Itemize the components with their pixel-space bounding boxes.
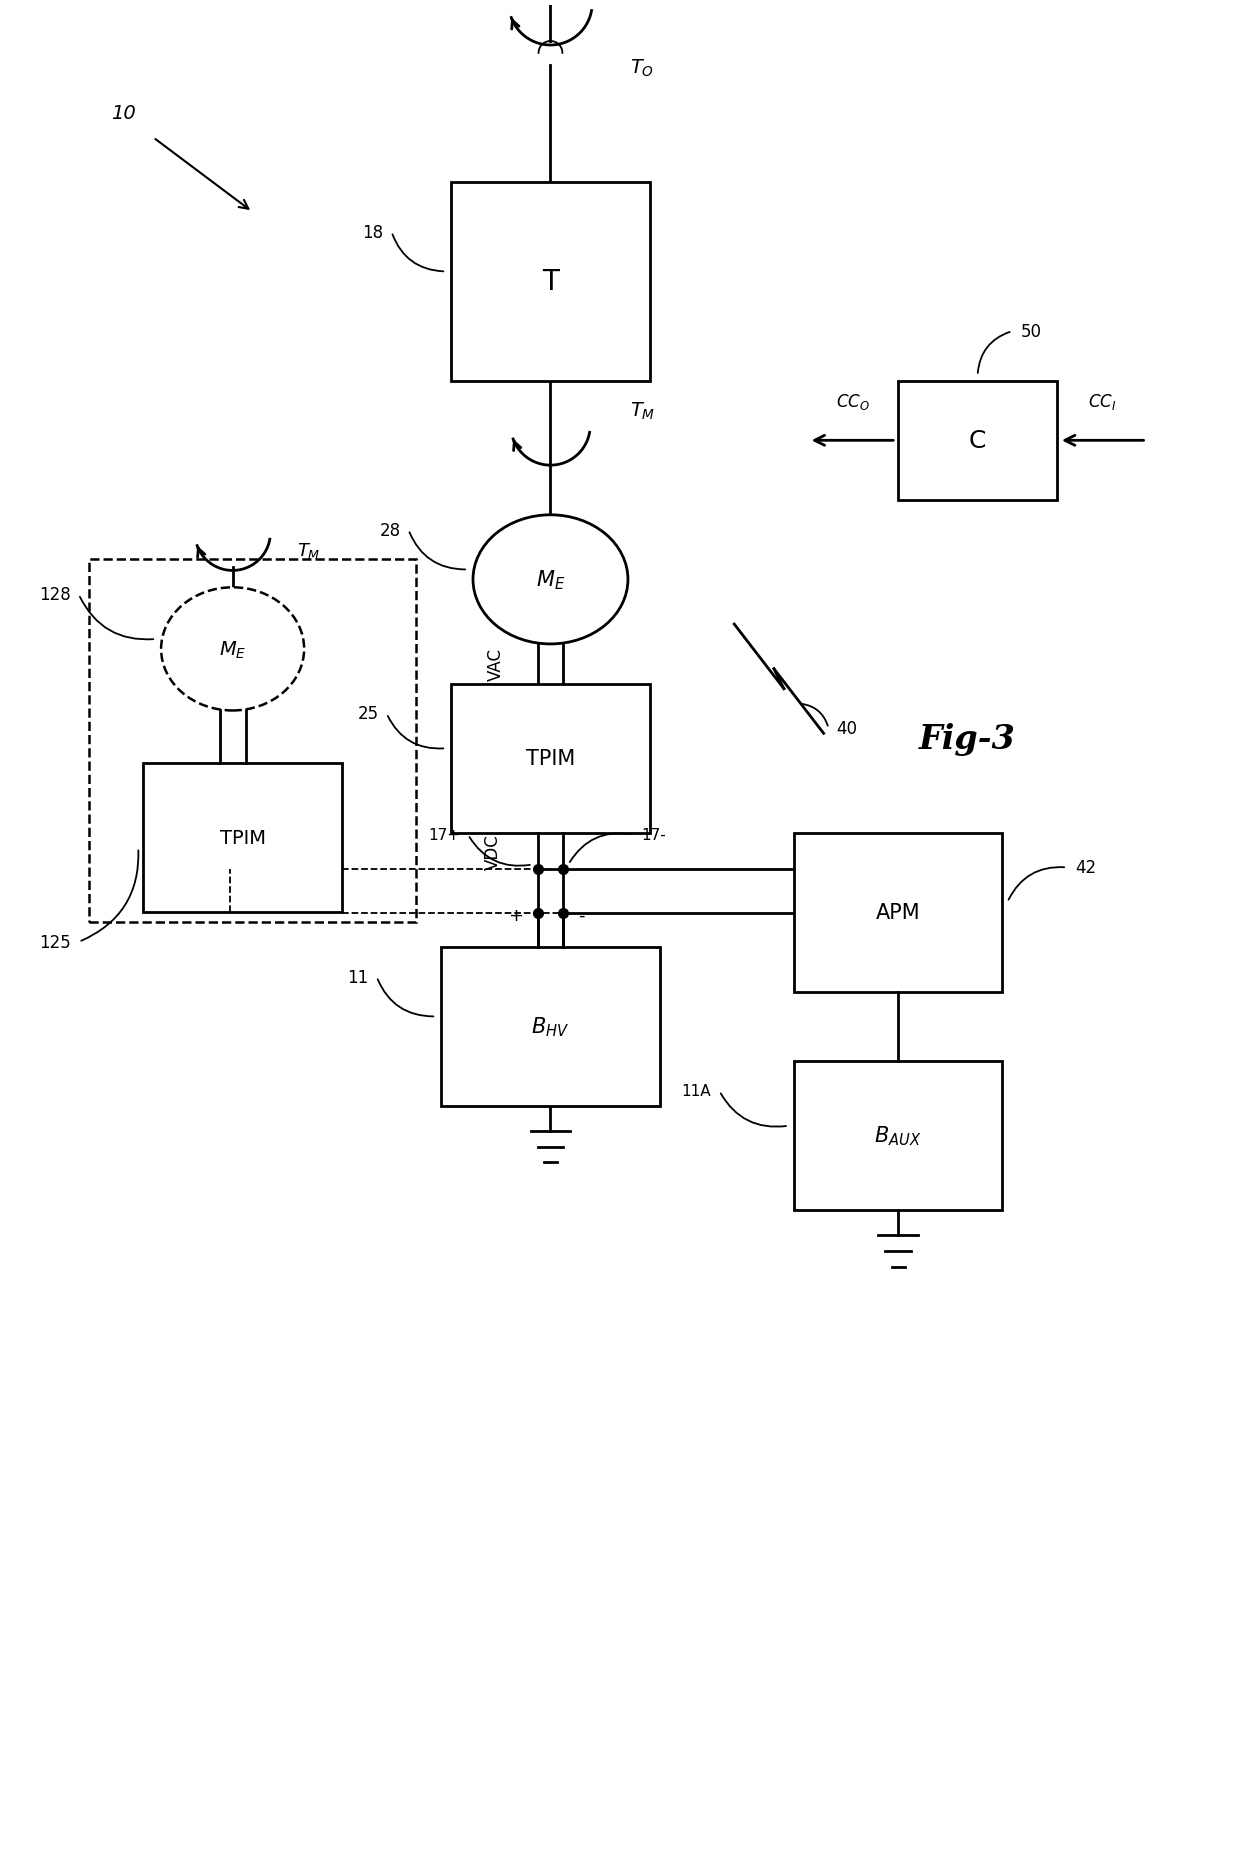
- Text: 11A: 11A: [682, 1084, 712, 1099]
- Text: 42: 42: [1075, 860, 1096, 877]
- Ellipse shape: [472, 516, 627, 644]
- Text: 128: 128: [38, 587, 71, 604]
- Bar: [144, 763, 342, 912]
- Text: 10: 10: [112, 104, 135, 123]
- Bar: [898, 381, 1056, 501]
- Bar: [794, 834, 1002, 992]
- Bar: [794, 1062, 1002, 1211]
- Text: -: -: [578, 906, 585, 925]
- Bar: [441, 947, 660, 1107]
- Text: VDC: VDC: [484, 834, 502, 869]
- Text: $M_E$: $M_E$: [536, 568, 565, 592]
- Text: TPIM: TPIM: [219, 828, 265, 847]
- Text: $B_{AUX}$: $B_{AUX}$: [874, 1123, 921, 1148]
- Ellipse shape: [161, 589, 304, 711]
- Text: 17+: 17+: [428, 828, 460, 843]
- Text: C: C: [968, 429, 986, 453]
- Bar: [451, 184, 650, 381]
- Text: 50: 50: [1021, 323, 1042, 342]
- Text: $B_{HV}$: $B_{HV}$: [532, 1016, 569, 1038]
- Text: $T_O$: $T_O$: [630, 58, 653, 80]
- Text: 28: 28: [379, 522, 401, 539]
- Text: 18: 18: [362, 223, 383, 241]
- Text: 25: 25: [357, 706, 378, 722]
- Text: $CC_O$: $CC_O$: [837, 392, 870, 410]
- Text: 40: 40: [837, 721, 858, 737]
- Text: $T_M$: $T_M$: [630, 401, 655, 422]
- Text: 17-: 17-: [641, 828, 666, 843]
- Text: T: T: [542, 267, 559, 297]
- Text: Fig-3: Fig-3: [919, 722, 1016, 756]
- Text: 125: 125: [38, 934, 71, 951]
- Text: VAC: VAC: [487, 648, 505, 682]
- Text: $T_M$: $T_M$: [298, 540, 321, 561]
- Bar: [88, 561, 417, 923]
- Text: TPIM: TPIM: [526, 748, 575, 769]
- Text: $M_E$: $M_E$: [219, 639, 247, 661]
- Bar: [451, 683, 650, 834]
- Text: 11: 11: [347, 967, 368, 986]
- Text: $CC_I$: $CC_I$: [1087, 392, 1116, 410]
- Text: +: +: [507, 906, 522, 925]
- Text: APM: APM: [875, 903, 920, 923]
